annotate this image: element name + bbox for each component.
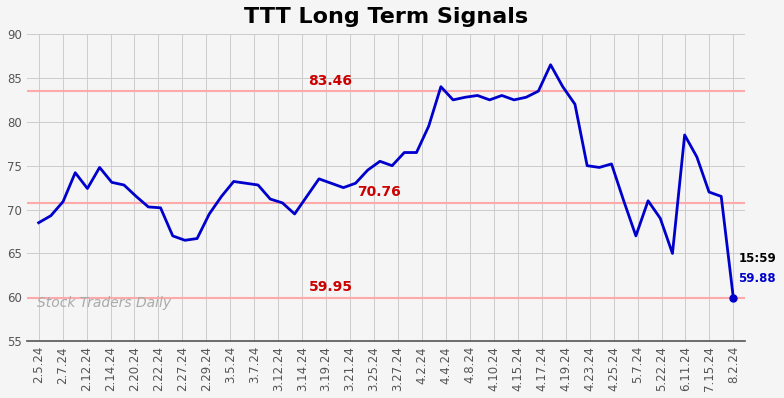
Text: Stock Traders Daily: Stock Traders Daily [38,297,172,310]
Text: 83.46: 83.46 [308,74,353,88]
Text: 59.88: 59.88 [739,272,776,285]
Text: 70.76: 70.76 [358,185,401,199]
Title: TTT Long Term Signals: TTT Long Term Signals [244,7,528,27]
Text: 15:59: 15:59 [739,252,776,265]
Text: 59.95: 59.95 [308,280,353,294]
